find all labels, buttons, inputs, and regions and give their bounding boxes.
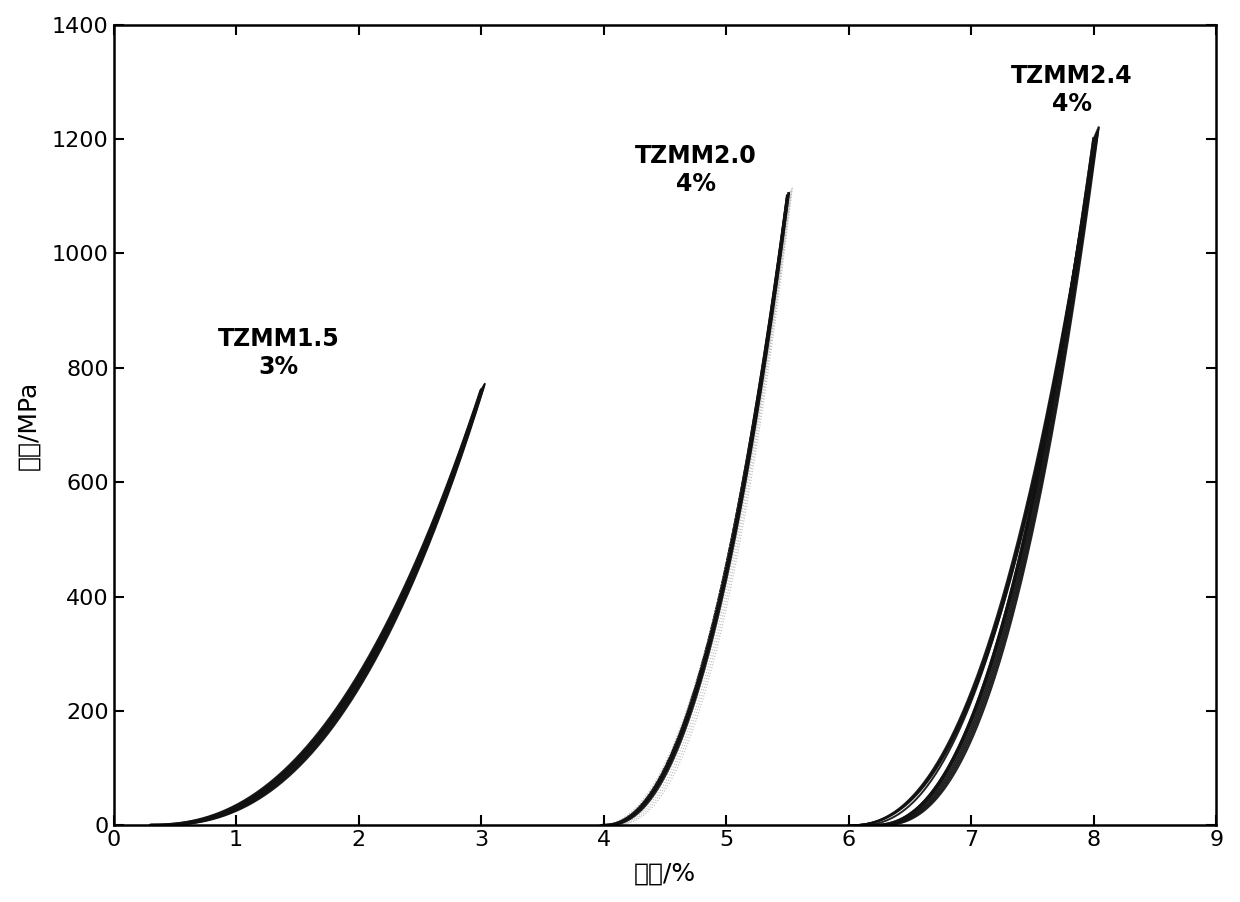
Text: TZMM1.5
3%: TZMM1.5 3% [218, 327, 340, 379]
Y-axis label: 应力/MPa: 应力/MPa [16, 381, 41, 470]
X-axis label: 应变/%: 应变/% [634, 861, 696, 886]
Text: TZMM2.0
4%: TZMM2.0 4% [635, 144, 756, 197]
Text: TZMM2.4
4%: TZMM2.4 4% [1011, 64, 1132, 116]
